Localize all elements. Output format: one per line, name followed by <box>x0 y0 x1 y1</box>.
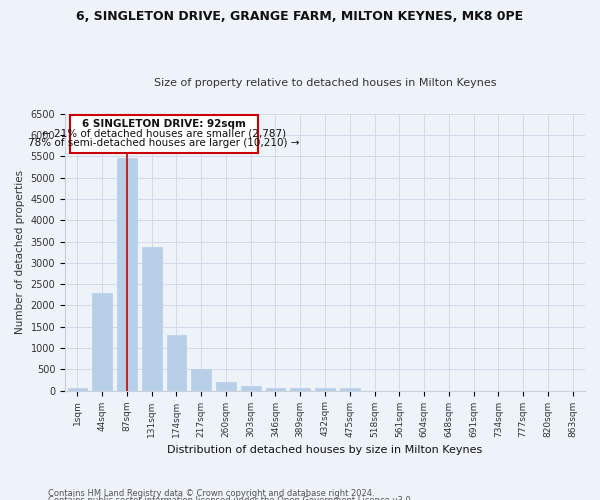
Title: Size of property relative to detached houses in Milton Keynes: Size of property relative to detached ho… <box>154 78 496 88</box>
Text: 6 SINGLETON DRIVE: 92sqm: 6 SINGLETON DRIVE: 92sqm <box>82 119 246 129</box>
Bar <box>266 388 286 390</box>
Bar <box>167 335 187 390</box>
Text: 78% of semi-detached houses are larger (10,210) →: 78% of semi-detached houses are larger (… <box>28 138 300 148</box>
X-axis label: Distribution of detached houses by size in Milton Keynes: Distribution of detached houses by size … <box>167 445 482 455</box>
Bar <box>142 246 161 390</box>
Bar <box>191 370 211 390</box>
Bar <box>68 388 88 390</box>
Bar <box>92 294 112 390</box>
Text: Contains HM Land Registry data © Crown copyright and database right 2024.: Contains HM Land Registry data © Crown c… <box>48 488 374 498</box>
Text: Contains public sector information licensed under the Open Government Licence v3: Contains public sector information licen… <box>48 496 413 500</box>
FancyBboxPatch shape <box>70 114 258 153</box>
Bar <box>241 386 260 390</box>
Bar <box>315 388 335 390</box>
Bar <box>290 388 310 390</box>
Text: ← 21% of detached houses are smaller (2,787): ← 21% of detached houses are smaller (2,… <box>42 128 286 138</box>
Y-axis label: Number of detached properties: Number of detached properties <box>15 170 25 334</box>
Bar <box>117 158 137 390</box>
Bar <box>216 382 236 390</box>
Text: 6, SINGLETON DRIVE, GRANGE FARM, MILTON KEYNES, MK8 0PE: 6, SINGLETON DRIVE, GRANGE FARM, MILTON … <box>76 10 524 23</box>
Bar <box>340 388 359 390</box>
